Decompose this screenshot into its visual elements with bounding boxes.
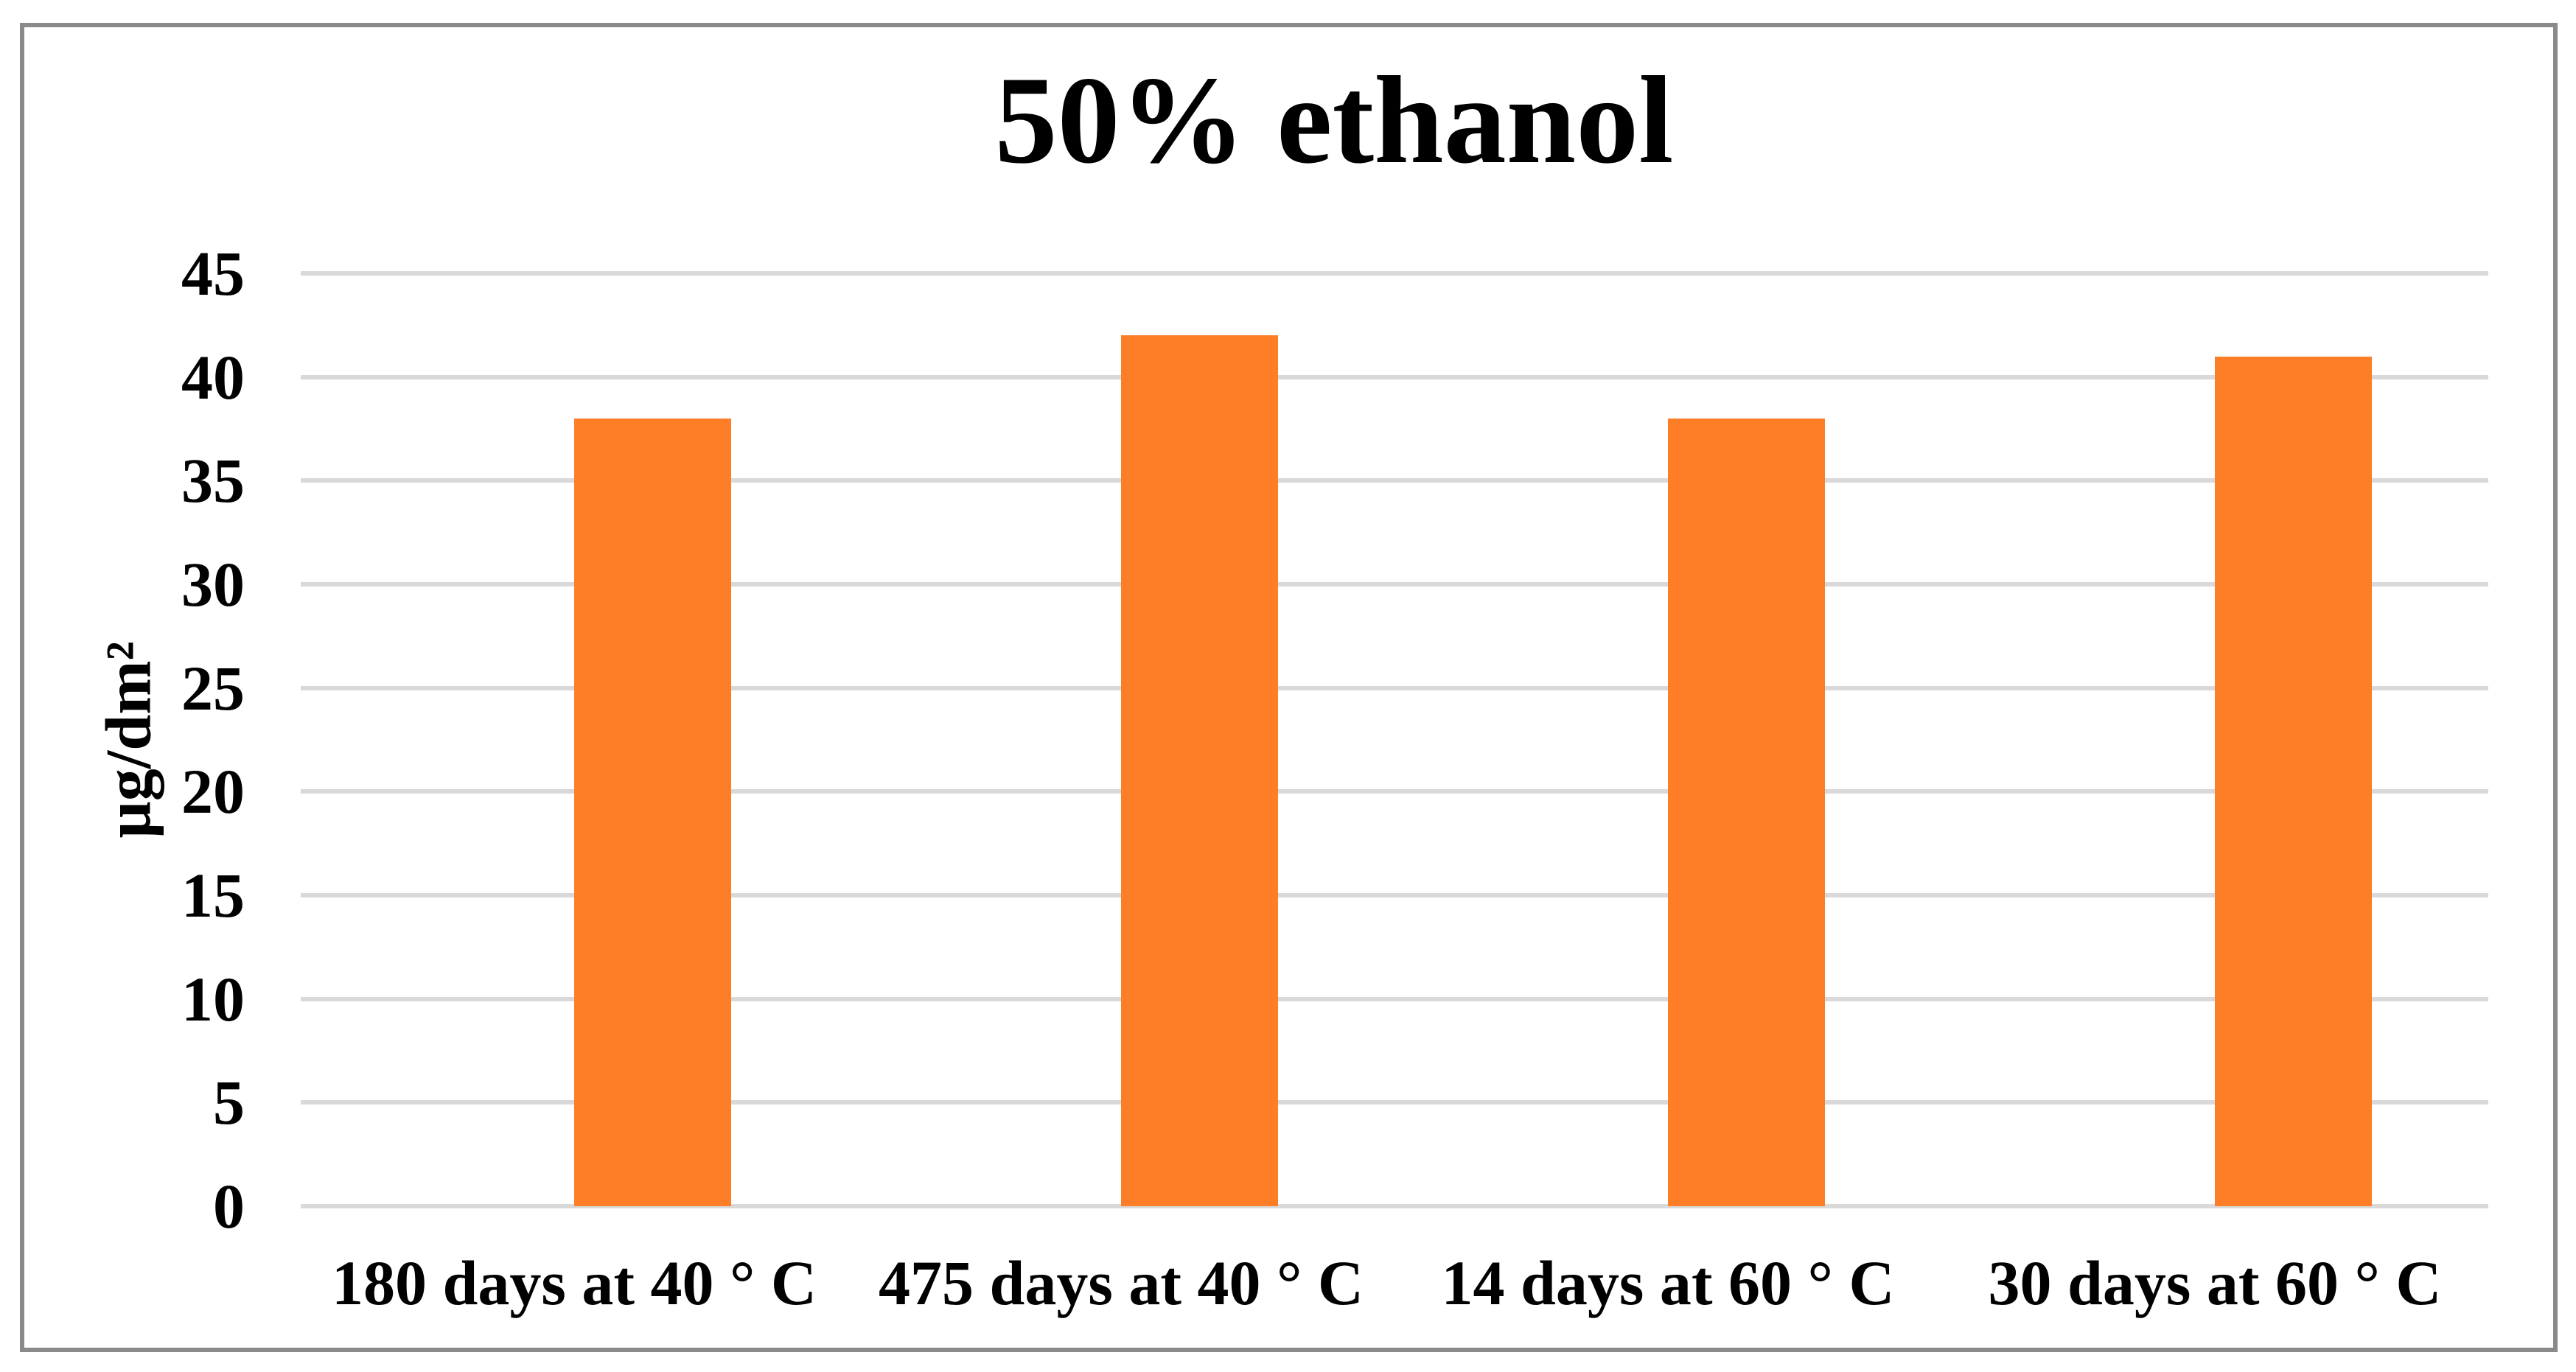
y-tick-label-10: 10 [181,963,245,1035]
gridline-y-5 [301,1100,2488,1105]
gridline-y-25 [301,685,2488,690]
y-tick-label-15: 15 [181,860,245,931]
x-category-label-1: 180 days at 40 ° C [332,1247,817,1318]
y-axis-tick-labels: 0 5 10 15 20 25 30 35 40 45 [44,242,245,1238]
y-tick-label-25: 25 [181,652,245,724]
y-tick-label-5: 5 [213,1067,245,1138]
x-category-label-2: 475 days at 40 ° C [879,1247,1364,1318]
gridline-y-10 [301,996,2488,1001]
bar-2 [1121,335,1278,1206]
gridline-y-15 [301,893,2488,897]
plot-area [301,271,2488,1208]
y-tick-label-30: 30 [181,549,245,620]
x-category-label-4: 30 days at 60 ° C [1988,1247,2442,1318]
gridline-y-30 [301,582,2488,587]
gridline-y-20 [301,789,2488,794]
x-axis-category-labels: 180 days at 40 ° C 475 days at 40 ° C 14 d… [301,1247,2488,1343]
bar-3 [1668,418,1825,1206]
y-tick-label-0: 0 [213,1171,245,1242]
bar-1 [574,418,731,1206]
y-tick-label-35: 35 [181,445,245,517]
bar-4 [2215,356,2372,1206]
y-tick-label-20: 20 [181,756,245,827]
chart-title: 50% ethanol [994,51,1674,189]
gridline-y-40 [301,374,2488,379]
x-category-label-3: 14 days at 60 ° C [1441,1247,1895,1318]
y-tick-label-45: 45 [181,238,245,309]
gridline-y-0 [301,1204,2488,1208]
y-tick-label-40: 40 [181,341,245,413]
gridline-y-35 [301,478,2488,483]
gridline-y-45 [301,271,2488,276]
